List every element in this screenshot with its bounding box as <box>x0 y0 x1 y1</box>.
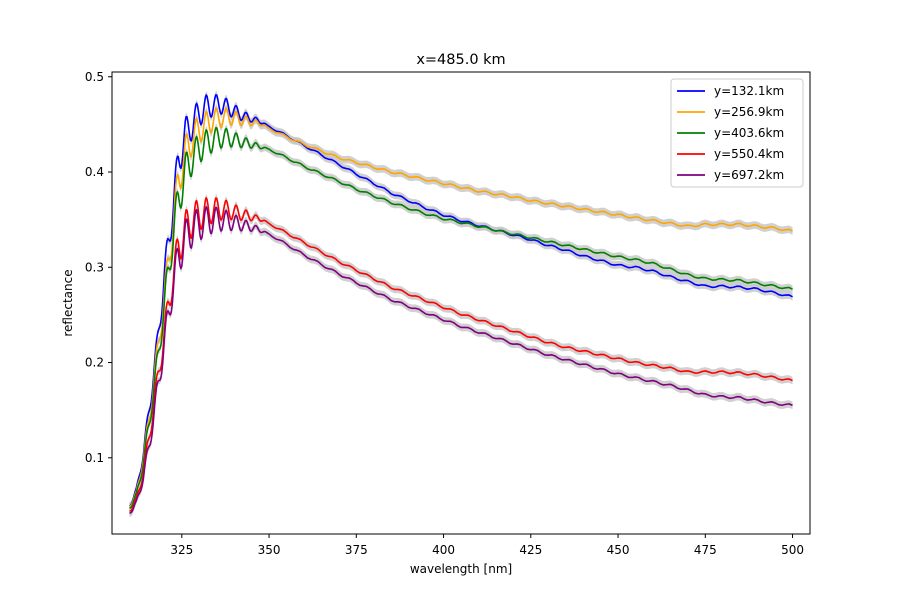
series-line-3 <box>129 126 793 509</box>
y-axis-label: reflectance <box>61 269 75 336</box>
legend-label-2: y=256.9km <box>714 105 784 119</box>
series-lines <box>129 94 793 514</box>
plot-frame <box>111 71 811 535</box>
x-axis-label: wavelength [nm] <box>410 562 512 576</box>
y-tick-label: 0.2 <box>85 356 104 370</box>
y-tick-label: 0.5 <box>85 70 104 84</box>
series-line-5 <box>129 206 793 514</box>
legend: y=132.1km y=256.9km y=403.6km y=550.4km y=69… <box>670 78 804 188</box>
legend-label-5: y=697.2km <box>714 168 784 182</box>
y-axis-ticks: 0.1 0.2 0.3 0.4 0.5 <box>85 70 112 465</box>
x-tick-label: 425 <box>519 543 542 557</box>
x-tick-label: 325 <box>170 543 193 557</box>
legend-label-4: y=550.4km <box>714 147 784 161</box>
series-line-2 <box>129 107 793 507</box>
chart-title: x=485.0 km <box>416 52 505 68</box>
x-tick-label: 375 <box>345 543 368 557</box>
legend-label-3: y=403.6km <box>714 126 784 140</box>
series-line-1 <box>129 94 793 507</box>
x-tick-label: 450 <box>607 543 630 557</box>
uncertainty-band-2 <box>129 104 793 510</box>
x-tick-label: 400 <box>432 543 455 557</box>
legend-box <box>670 78 804 188</box>
x-tick-label: 475 <box>694 543 717 557</box>
x-tick-label: 500 <box>781 543 804 557</box>
uncertainty-bands <box>129 91 793 517</box>
y-tick-label: 0.3 <box>85 260 104 274</box>
y-tick-label: 0.4 <box>85 165 104 179</box>
y-tick-label: 0.1 <box>85 451 104 465</box>
legend-label-1: y=132.1km <box>714 84 784 98</box>
x-axis-ticks: 325 350 375 400 425 450 475 500 <box>170 534 804 557</box>
x-tick-label: 350 <box>258 543 281 557</box>
